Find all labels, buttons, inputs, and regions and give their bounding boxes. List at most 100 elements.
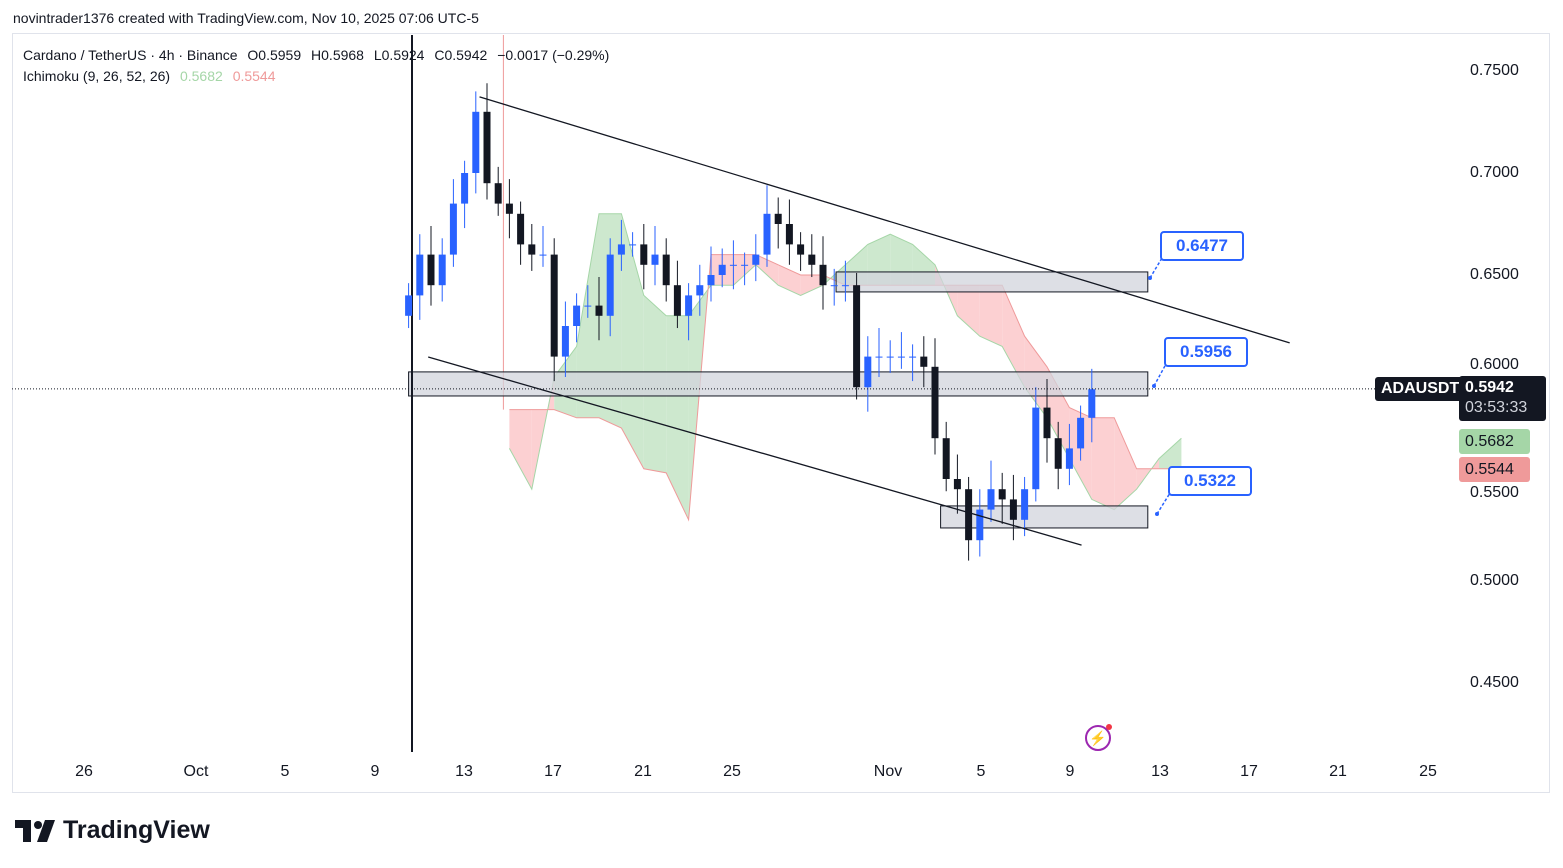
candle-body — [897, 356, 905, 358]
candle-body — [1077, 417, 1085, 449]
tradingview-logo[interactable]: TradingView — [15, 816, 210, 845]
ichimoku-cloud-segment — [979, 285, 1003, 347]
y-tick-label: 0.6500 — [1470, 266, 1519, 283]
x-tick-label: 21 — [1329, 763, 1347, 780]
support-resistance-zone — [835, 271, 1149, 293]
candle-body — [953, 479, 961, 490]
candle-body — [808, 254, 816, 265]
candle-body — [483, 111, 491, 184]
candle-body — [438, 254, 446, 286]
candle-body — [461, 173, 469, 204]
candle-body — [1021, 489, 1029, 520]
low-value: L0.5924 — [373, 47, 425, 63]
candle-body — [965, 489, 973, 541]
bar-countdown: 03:53:33 — [1465, 399, 1528, 416]
candle-body — [673, 285, 681, 316]
candle-body — [987, 489, 995, 510]
ichimoku-cloud-segment — [1002, 285, 1025, 388]
candle-body — [505, 203, 513, 214]
candle-body — [573, 305, 581, 326]
ichimoku-cloud-segment — [509, 409, 532, 490]
candle-body — [606, 254, 614, 316]
candle-body — [875, 356, 883, 358]
candle-body — [864, 356, 872, 388]
brand-name: TradingView — [63, 816, 210, 844]
candle-body — [629, 244, 637, 246]
symbol-label[interactable]: Cardano / TetherUS · 4h · Binance — [23, 47, 238, 63]
tradingview-logo-icon — [15, 819, 55, 842]
candle-body — [405, 295, 413, 316]
x-tick-label: 17 — [1240, 763, 1258, 780]
indicator-span-a: 0.5682 — [179, 68, 223, 84]
callout-connector — [1153, 363, 1167, 387]
callout-connector — [1156, 492, 1171, 515]
chart-credit: novintrader1376 created with TradingView… — [13, 10, 479, 26]
support-resistance-zone — [940, 505, 1149, 529]
y-tick-label: 0.7000 — [1470, 164, 1519, 181]
x-tick-label: Nov — [873, 763, 903, 780]
x-tick-label: 5 — [280, 763, 290, 780]
callout-anchor — [1155, 512, 1159, 516]
candle-body — [920, 356, 928, 367]
chart-frame — [12, 33, 1550, 793]
candle-body — [550, 254, 558, 357]
x-tick-label: 25 — [723, 763, 741, 780]
callout-1[interactable]: 0.5956 — [1164, 337, 1248, 367]
candle-body — [640, 244, 648, 265]
x-tick-label: 21 — [634, 763, 652, 780]
lightning-icon[interactable]: ⚡ — [1085, 724, 1112, 751]
y-tick-label: 0.5500 — [1470, 484, 1519, 501]
ichimoku-cloud-segment — [957, 285, 980, 337]
x-tick-label: 9 — [1065, 763, 1075, 780]
candle-body — [617, 244, 625, 255]
candle-body — [1043, 407, 1051, 439]
callout-anchor — [1148, 276, 1152, 280]
candle-body — [561, 326, 569, 357]
ichimoku-cloud-segment — [1091, 417, 1115, 510]
candle-body — [517, 213, 525, 245]
callout-anchor — [1152, 384, 1156, 388]
high-value: H0.5968 — [311, 47, 364, 63]
open-value: O0.5959 — [247, 47, 302, 63]
ticker-tag: ADAUSDT — [1375, 377, 1466, 401]
span-b-tag: 0.5544 — [1459, 457, 1530, 482]
candle-body — [662, 254, 670, 286]
candle-body — [696, 285, 704, 296]
x-tick-label: 13 — [1151, 763, 1169, 780]
candle-body — [1009, 499, 1017, 520]
candle-body — [1088, 389, 1096, 418]
callout-0[interactable]: 0.6477 — [1160, 231, 1244, 261]
candle-body — [528, 244, 536, 255]
indicator-span-b: 0.5544 — [232, 68, 276, 84]
x-tick-label: 26 — [75, 763, 93, 780]
candle-body — [763, 213, 771, 255]
candle-body — [785, 224, 793, 245]
callout-connector — [1149, 257, 1163, 279]
ichimoku-cloud-segment — [1114, 417, 1137, 510]
candle-body — [685, 295, 693, 316]
last-price-tag: 0.5942 03:53:33 — [1459, 376, 1546, 421]
indicator-label[interactable]: Ichimoku (9, 26, 52, 26) — [23, 68, 171, 84]
x-tick-label: 9 — [370, 763, 380, 780]
candle-body — [427, 254, 435, 286]
candle-body — [909, 356, 917, 358]
candle-body — [886, 356, 894, 358]
callout-2[interactable]: 0.5322 — [1168, 466, 1252, 496]
candle-body — [1032, 407, 1040, 490]
candle-body — [718, 264, 726, 275]
last-price: 0.5942 — [1465, 379, 1514, 396]
x-tick-label: 25 — [1419, 763, 1437, 780]
candle-body — [449, 203, 457, 255]
candle-body — [539, 254, 547, 256]
candle-body — [472, 111, 480, 173]
candle-body — [819, 264, 827, 286]
candle-body — [797, 244, 805, 255]
candle-body — [741, 264, 749, 266]
trendline — [479, 96, 1290, 344]
close-value: C0.5942 — [434, 47, 488, 63]
candle-body — [707, 275, 715, 286]
support-resistance-zone — [408, 371, 1149, 397]
y-tick-label: 0.5000 — [1470, 572, 1519, 589]
candle-body — [494, 183, 502, 204]
